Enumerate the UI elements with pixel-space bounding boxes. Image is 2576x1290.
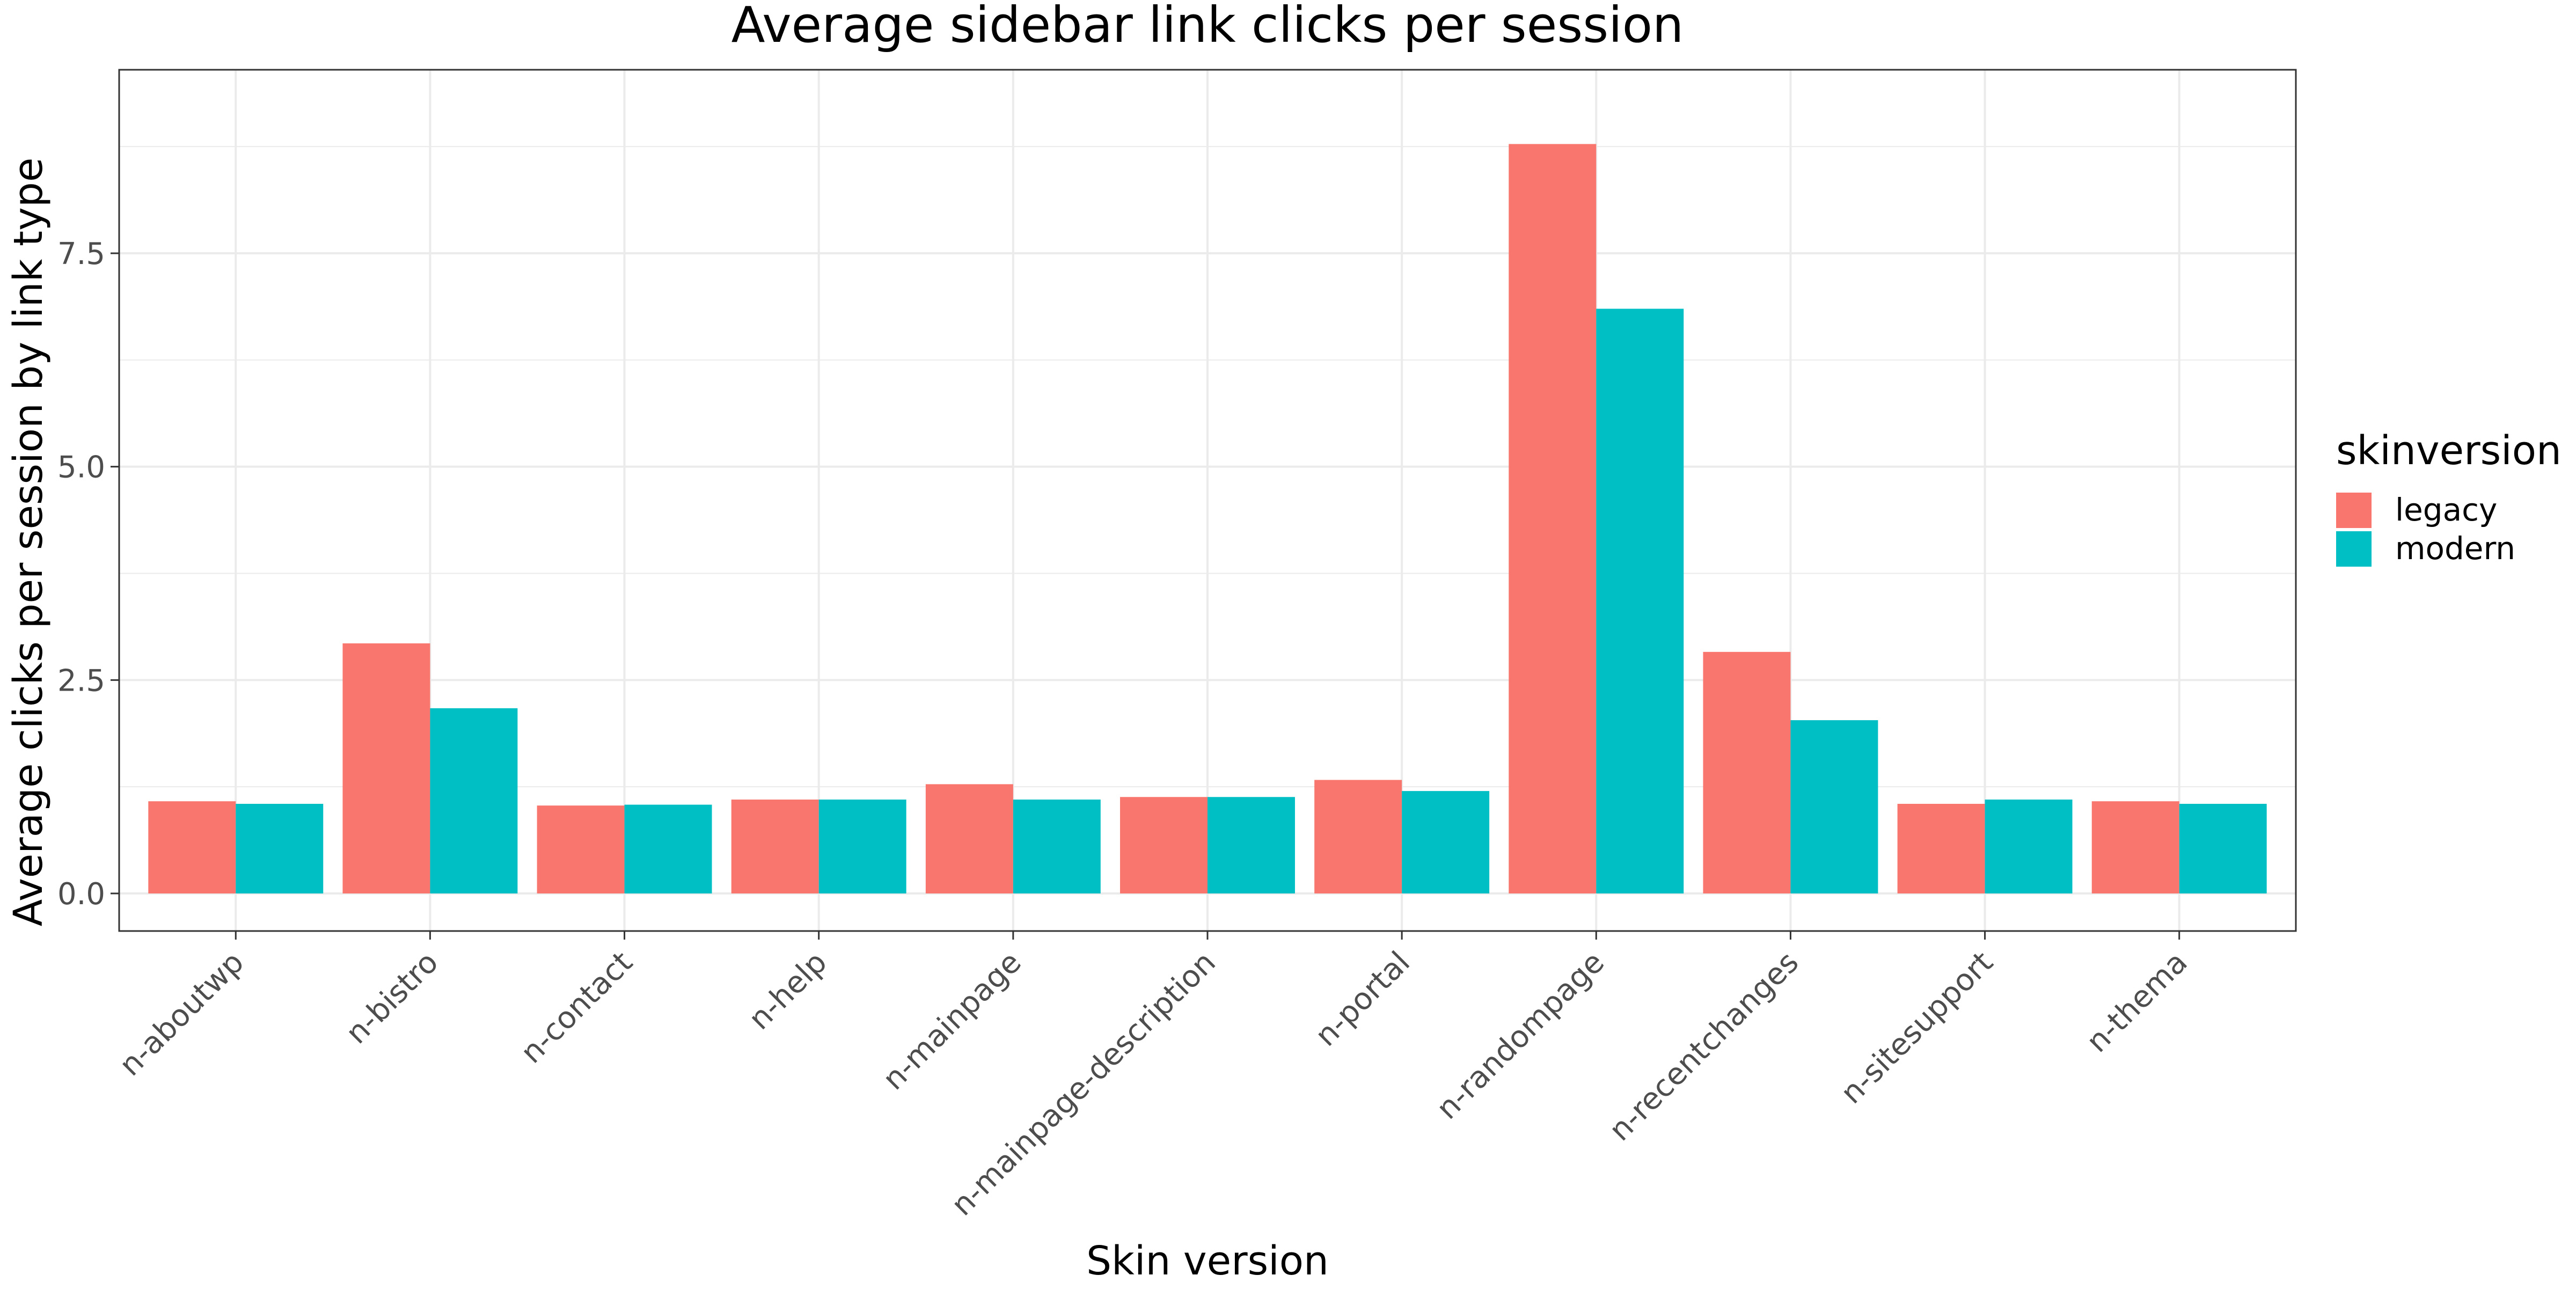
bar-legacy-n-help (731, 800, 819, 894)
bar-legacy-n-sitesupport (1897, 803, 1985, 894)
y-tick-label: 0.0 (57, 877, 105, 912)
bar-modern-n-randompage (1596, 309, 1684, 894)
bar-legacy-n-randompage (1509, 144, 1597, 894)
bar-modern-n-help (818, 800, 906, 894)
legend-label-legacy: legacy (2395, 492, 2497, 528)
y-tick-label: 5.0 (57, 450, 105, 485)
bar-modern-n-sitesupport (1985, 800, 2073, 894)
bar-modern-n-aboutwp (236, 803, 324, 894)
bar-modern-n-mainpage (1013, 800, 1101, 894)
bar-legacy-n-mainpage-description (1120, 797, 1208, 894)
bar-legacy-n-mainpage (925, 784, 1013, 894)
y-tick-label: 7.5 (57, 237, 105, 272)
bar-legacy-n-recentchanges (1703, 651, 1791, 894)
bar-modern-n-bistro (430, 708, 518, 894)
y-axis-title: Average clicks per session by link type (5, 158, 52, 927)
legend-label-modern: modern (2395, 530, 2515, 567)
bar-modern-n-portal (1402, 791, 1490, 894)
legend-key-legacy (2336, 493, 2372, 528)
bar-legacy-n-portal (1314, 780, 1402, 894)
legend-key-modern (2336, 531, 2372, 567)
bar-modern-n-recentchanges (1790, 720, 1878, 894)
x-axis-title: Skin version (1086, 1238, 1329, 1284)
legend-title: skinversion (2336, 428, 2562, 474)
chart-title: Average sidebar link clicks per session (731, 0, 1684, 54)
bar-modern-n-thema (2179, 803, 2267, 894)
bar-legacy-n-bistro (342, 643, 430, 894)
bar-legacy-n-contact (537, 805, 625, 894)
y-tick-label: 2.5 (57, 663, 105, 698)
bar-modern-n-mainpage-description (1208, 797, 1295, 894)
bar-legacy-n-aboutwp (148, 801, 236, 894)
bar-modern-n-contact (624, 804, 712, 894)
bar-legacy-n-thema (2091, 801, 2179, 894)
